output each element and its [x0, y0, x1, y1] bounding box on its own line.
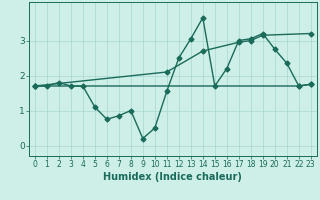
X-axis label: Humidex (Indice chaleur): Humidex (Indice chaleur) — [103, 172, 242, 182]
